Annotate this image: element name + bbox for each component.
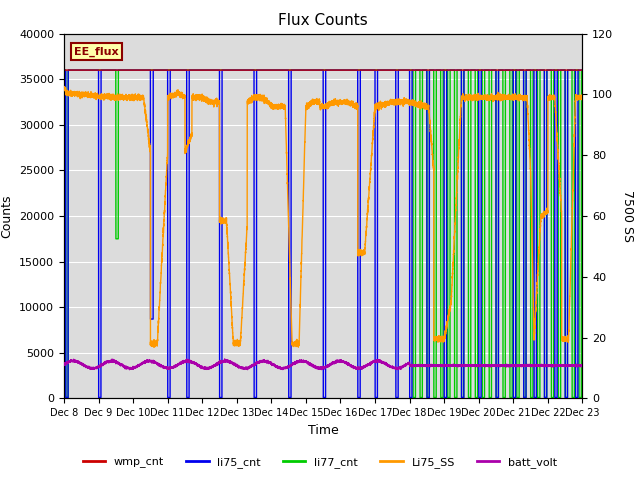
Legend: wmp_cnt, li75_cnt, li77_cnt, Li75_SS, batt_volt: wmp_cnt, li75_cnt, li77_cnt, Li75_SS, ba… [78, 452, 562, 472]
Y-axis label: 7500 SS: 7500 SS [621, 190, 634, 242]
Y-axis label: Counts: Counts [1, 194, 13, 238]
Text: EE_flux: EE_flux [74, 47, 119, 57]
Title: Flux Counts: Flux Counts [278, 13, 368, 28]
X-axis label: Time: Time [308, 424, 339, 437]
